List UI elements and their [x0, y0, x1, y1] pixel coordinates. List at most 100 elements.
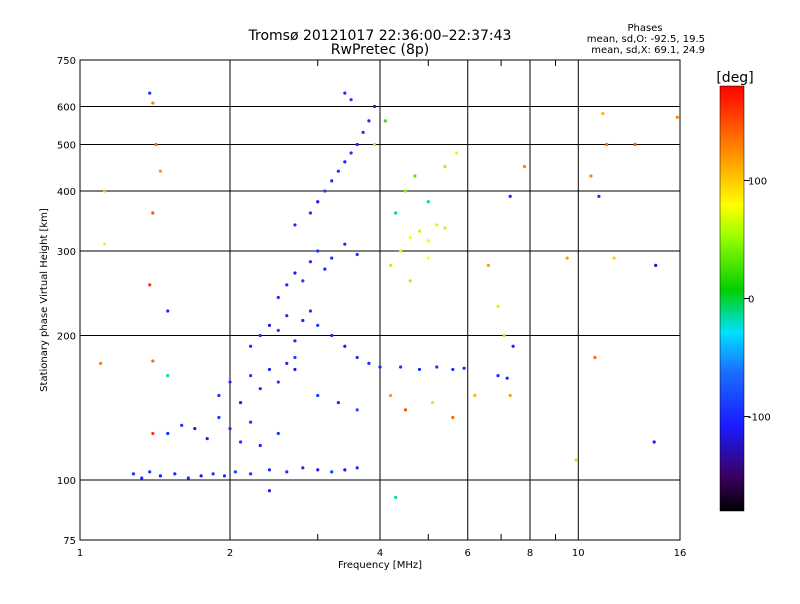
data-point: [388, 393, 393, 398]
data-point: [249, 344, 253, 348]
data-point: [399, 249, 403, 253]
y-tick-label: 750: [57, 56, 76, 67]
colorbar-tick-label: 100: [748, 176, 767, 187]
data-point: [131, 472, 136, 476]
data-point: [316, 200, 320, 204]
data-point: [413, 174, 417, 178]
data-point: [654, 263, 658, 267]
x-tick-label: 8: [527, 548, 533, 559]
data-point: [343, 468, 347, 472]
x-axis-label: Frequency [MHz]: [338, 560, 422, 571]
data-point: [435, 223, 439, 227]
data-point: [285, 314, 289, 318]
data-point: [330, 333, 334, 338]
data-point: [394, 495, 398, 500]
data-point: [597, 194, 601, 198]
data-point: [151, 359, 155, 363]
data-point: [355, 355, 359, 360]
data-point: [249, 420, 253, 424]
data-point: [285, 470, 289, 474]
data-point: [233, 470, 237, 474]
data-point: [508, 194, 512, 198]
data-point: [378, 365, 382, 369]
data-point: [408, 235, 412, 240]
data-point: [158, 169, 163, 173]
data-point: [336, 400, 340, 405]
data-point: [238, 440, 243, 444]
x-tick-label: 16: [674, 548, 687, 559]
y-tick-label: 100: [57, 476, 76, 487]
colorbar-label: [deg]: [716, 70, 753, 86]
data-point: [102, 189, 107, 193]
data-point: [151, 431, 155, 436]
data-point: [443, 226, 447, 230]
data-point: [217, 415, 221, 420]
data-point: [199, 474, 203, 478]
y-tick-label: 300: [57, 247, 76, 258]
data-point: [496, 374, 500, 378]
plot-frame: [79, 59, 681, 541]
x-tick-label: 6: [465, 548, 471, 559]
data-point: [355, 466, 359, 470]
grid: [80, 60, 680, 540]
data-point: [228, 380, 232, 384]
data-point: [589, 174, 593, 178]
data-point: [238, 400, 243, 405]
data-point: [316, 249, 320, 253]
data-point: [435, 365, 439, 369]
data-point: [222, 474, 227, 478]
data-point: [228, 426, 232, 431]
x-tick-label: 1: [77, 548, 83, 559]
data-point: [652, 440, 656, 444]
data-point: [330, 256, 334, 260]
data-point: [293, 355, 297, 360]
data-point: [426, 256, 430, 260]
data-point: [349, 98, 353, 102]
data-point: [372, 142, 377, 147]
data-point: [276, 431, 280, 436]
data-point: [426, 239, 430, 243]
data-point: [408, 279, 412, 283]
data-point: [148, 91, 152, 95]
data-point: [276, 380, 280, 384]
data-point: [330, 470, 334, 474]
chart-subtitle: RwPretec (8p): [331, 42, 429, 58]
data-point: [505, 376, 509, 380]
data-point: [343, 242, 347, 246]
data-point: [343, 160, 347, 164]
data-point: [301, 466, 305, 470]
data-point: [186, 476, 190, 480]
data-point: [502, 333, 506, 338]
x-tick-label: 4: [377, 548, 383, 559]
data-point: [367, 361, 371, 365]
y-tick-label: 75: [63, 536, 76, 547]
data-point: [323, 189, 327, 193]
colorbar-ticks: 100 0 -100: [744, 176, 771, 424]
data-point: [343, 344, 347, 348]
y-tick-label: 200: [57, 332, 76, 343]
data-point: [361, 130, 365, 134]
y-tick-label: 400: [57, 187, 76, 198]
data-point: [193, 426, 197, 431]
axis-ticks: 1 2 4 6 8 10 16 75 100 200 300 400 500 600 750: [57, 56, 686, 559]
data-point: [355, 142, 359, 147]
data-point: [443, 164, 447, 169]
data-point: [451, 415, 455, 420]
data-point: [148, 470, 152, 474]
data-point: [455, 151, 459, 155]
data-point: [522, 164, 527, 169]
data-point: [403, 189, 408, 193]
data-point: [301, 279, 305, 283]
data-point: [565, 256, 569, 260]
data-point: [166, 431, 170, 436]
data-point: [593, 355, 597, 360]
data-point: [217, 393, 221, 398]
data-point: [211, 472, 215, 476]
data-point: [372, 104, 377, 109]
data-point: [267, 468, 272, 472]
data-point: [601, 111, 605, 116]
data-point: [166, 309, 170, 313]
data-point: [258, 333, 262, 338]
data-point: [496, 304, 500, 309]
